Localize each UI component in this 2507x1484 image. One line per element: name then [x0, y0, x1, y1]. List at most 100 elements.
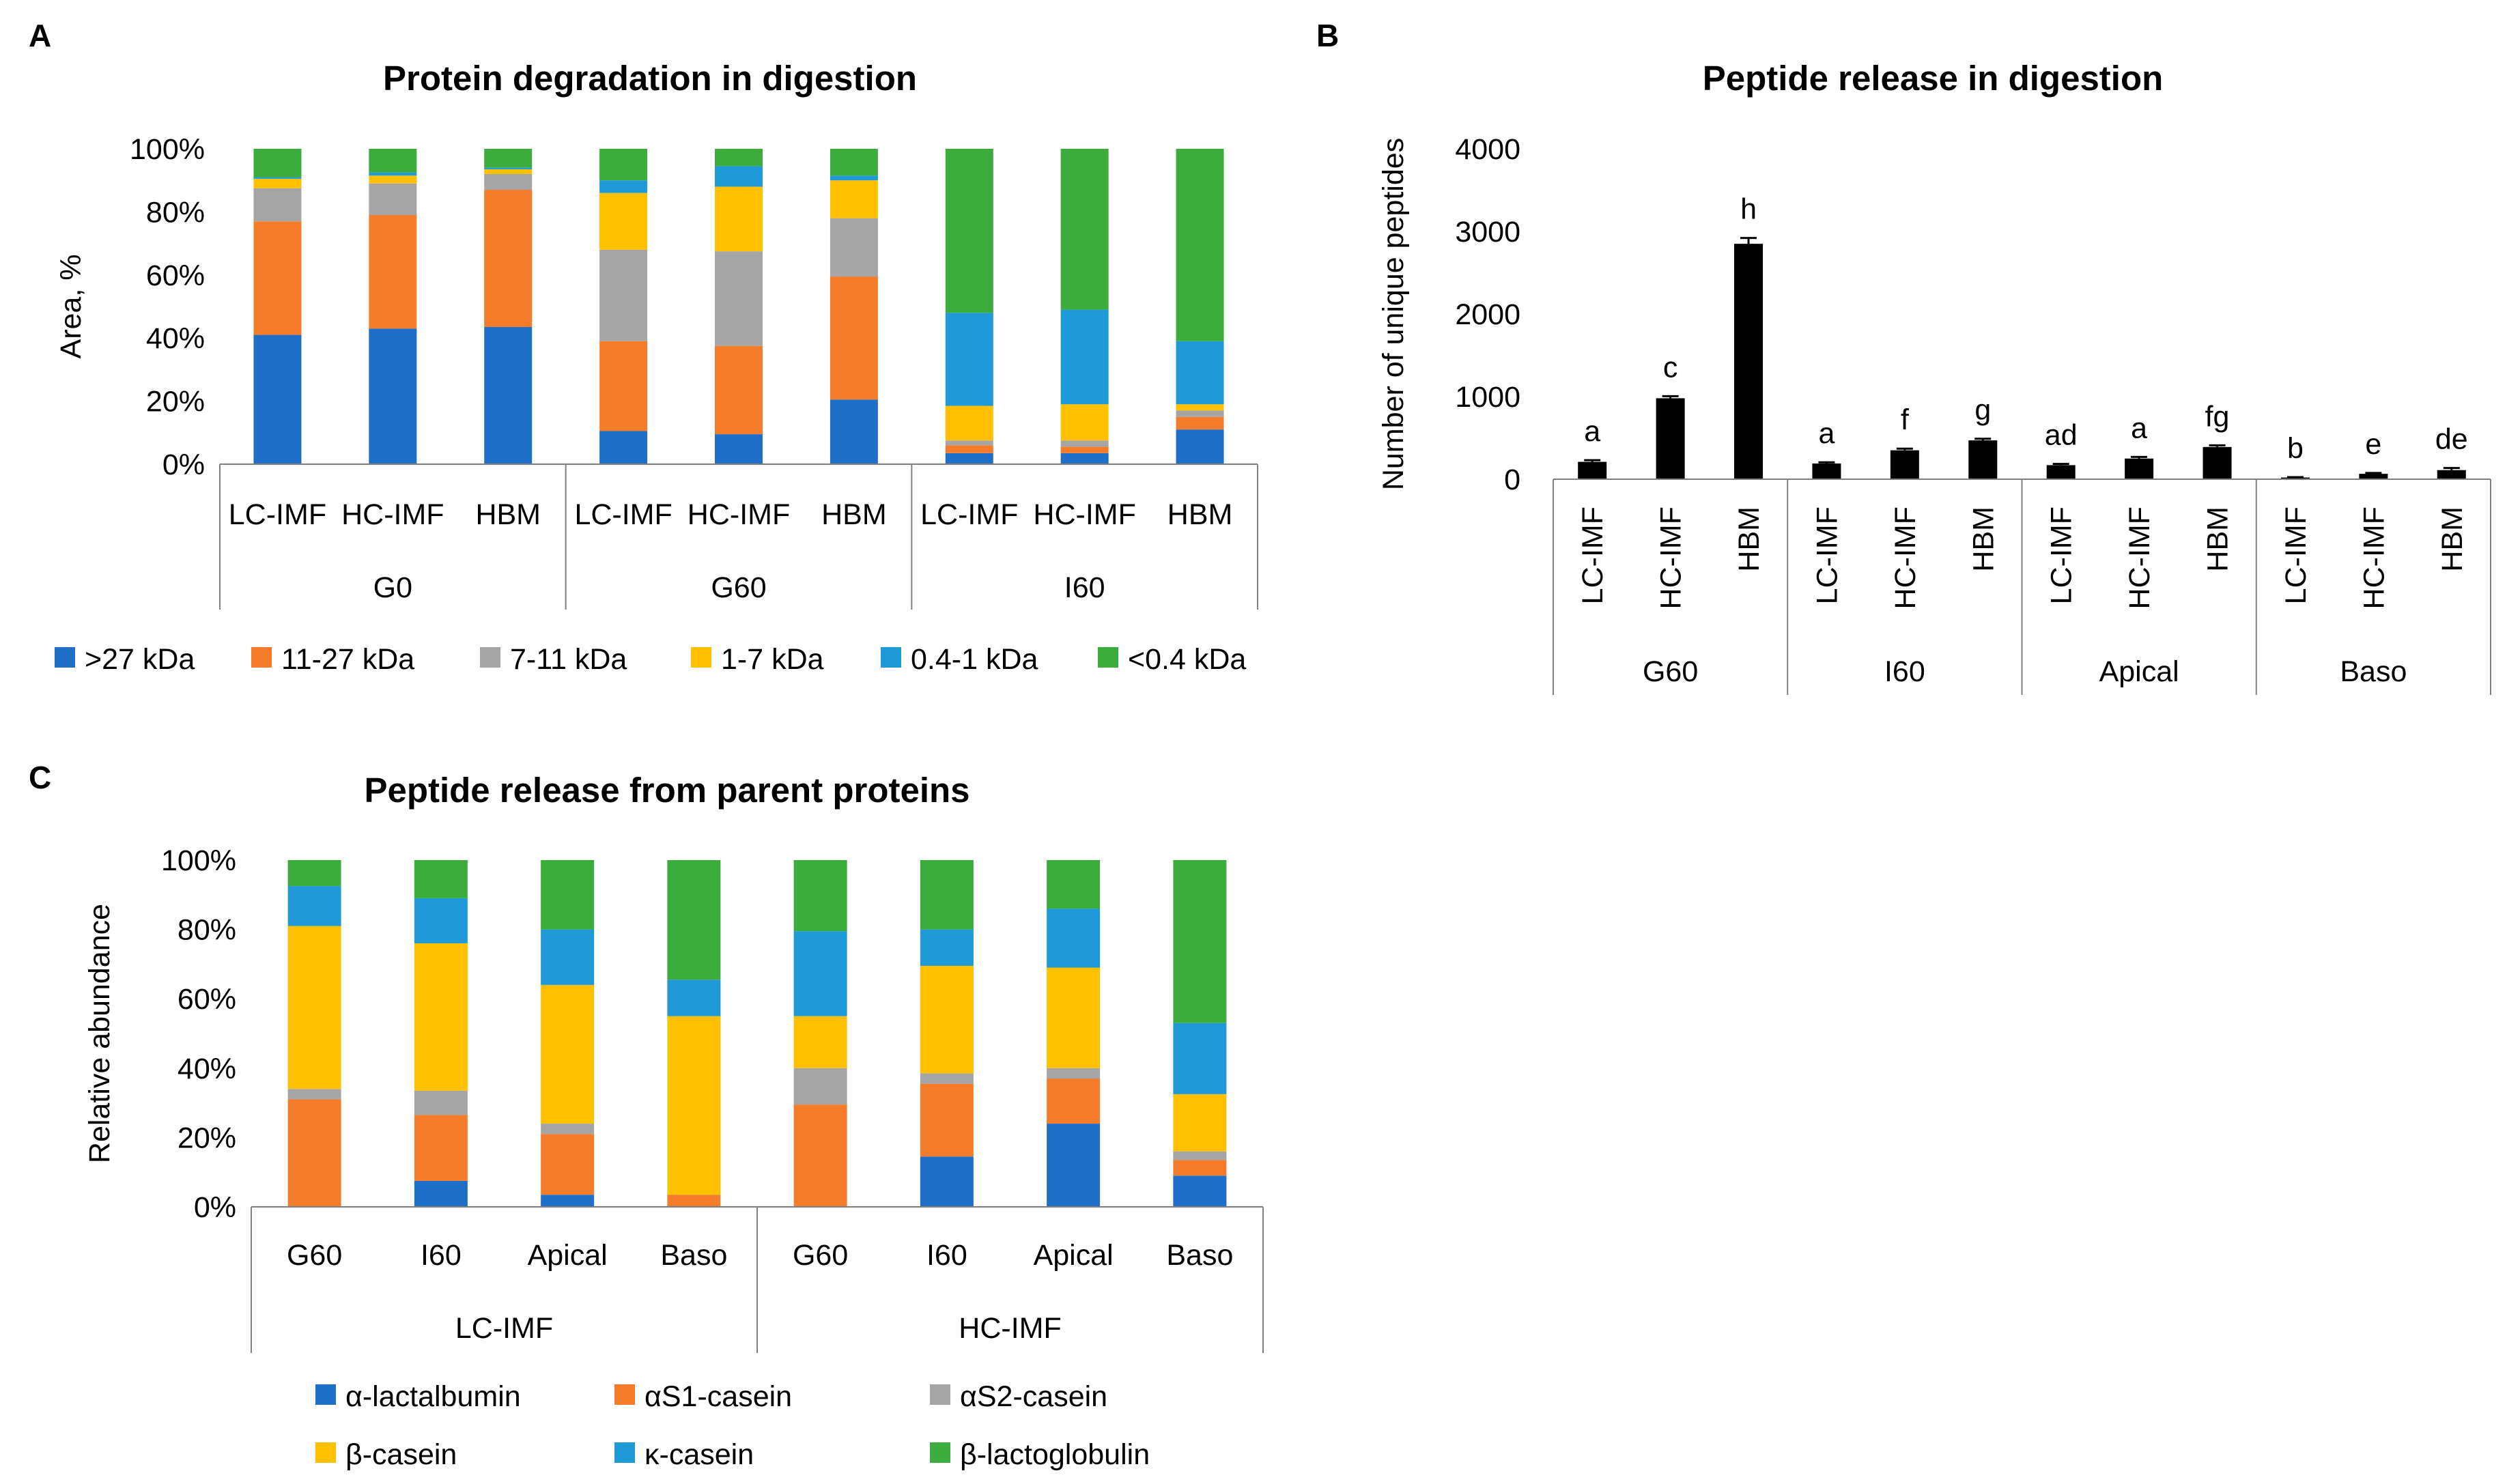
- panel-c-bar-7-casein-3: [1173, 1094, 1227, 1152]
- panel-a-group-label-0: G0: [373, 571, 412, 604]
- panel-a-bar-0-04kDa-5: [253, 149, 302, 177]
- panel-a-bar-8-17kDa-3: [1176, 404, 1224, 411]
- panel-b-group-label-0: G60: [1643, 655, 1698, 688]
- panel-a-bar-4-041kDa-4: [715, 166, 763, 187]
- panel-c-ytick-5: 100%: [161, 844, 236, 877]
- panel-a-legend-swatch-3: [691, 647, 711, 668]
- panel-a-bar-6-17kDa-3: [945, 405, 993, 441]
- panel-b-ytick-0: 0: [1504, 463, 1520, 496]
- panel-c-bar-7-casein-4: [1173, 1023, 1227, 1094]
- panel-c-bar-1-lactalbumin-0: [414, 1180, 468, 1207]
- panel-a-bar-3-27kDa-0: [599, 431, 648, 464]
- panel-a-bar-6-041kDa-4: [945, 313, 993, 406]
- panel-b-xtick-11: HBM: [2436, 506, 2469, 572]
- panel-a-xtick-7: HC-IMF: [1033, 498, 1135, 531]
- panel-c-xtick-0: G60: [287, 1239, 342, 1272]
- panel-c-bar-3-casein-4: [667, 980, 721, 1016]
- panel-a-xtick-0: LC-IMF: [229, 498, 326, 531]
- panel-a-bar-8-04kDa-5: [1176, 149, 1224, 341]
- panel-c-legend-swatch-5: [930, 1442, 950, 1463]
- panel-c-bar-6-S1casein-1: [1047, 1079, 1101, 1124]
- panel-a-ytick-2: 40%: [146, 322, 205, 355]
- panel-b-sig-letter-3: a: [1818, 417, 1835, 450]
- panel-b-sig-letter-8: fg: [2205, 400, 2230, 433]
- panel-c-bar-4-casein-4: [793, 931, 847, 1016]
- panel-b-bar-11: [2437, 470, 2466, 479]
- panel-a-bar-2-17kDa-3: [484, 169, 533, 174]
- panel-a-bar-7-04kDa-5: [1060, 149, 1109, 310]
- panel-a-ytick-5: 100%: [130, 133, 205, 166]
- panel-c-bar-7-lactalbumin-0: [1173, 1175, 1227, 1207]
- panel-c-bar-3-lactoglobulin-5: [667, 860, 721, 980]
- panel-b-xtick-4: HC-IMF: [1889, 506, 1922, 609]
- panel-letter-c: C: [29, 760, 51, 795]
- panel-a-bar-0-27kDa-0: [253, 334, 302, 464]
- panel-c-bar-0-S2casein-2: [287, 1089, 341, 1100]
- panel-a-legend-swatch-5: [1098, 647, 1118, 668]
- panel-c-bar-7-S2casein-2: [1173, 1151, 1227, 1160]
- panel-c-bar-2-lactalbumin-0: [541, 1195, 595, 1207]
- panel-a-bar-1-041kDa-4: [369, 172, 417, 176]
- panel-b-sig-letter-5: g: [1974, 394, 1991, 427]
- panel-c-bar-5-lactalbumin-0: [920, 1156, 974, 1207]
- panel-b-sig-letter-7: a: [2131, 412, 2147, 444]
- panel-c-bar-5-S2casein-2: [920, 1073, 974, 1084]
- panel-b-sig-letter-0: a: [1584, 415, 1600, 448]
- panel-c-bar-6-casein-3: [1047, 967, 1101, 1068]
- panel-a-legend-label-3: 1-7 kDa: [721, 643, 824, 676]
- panel-c-bar-5-S1casein-1: [920, 1083, 974, 1157]
- panel-c-ytick-4: 80%: [178, 914, 236, 947]
- panel-c-bar-1-S1casein-1: [414, 1115, 468, 1181]
- panel-c-bar-1-lactoglobulin-5: [414, 860, 468, 898]
- panel-a-bar-2-711kDa-2: [484, 173, 533, 190]
- panel-a-bar-5-27kDa-0: [830, 399, 878, 464]
- panel-a-group-label-1: G60: [711, 571, 766, 604]
- panel-c-bar-1-casein-3: [414, 943, 468, 1091]
- panel-c-bar-0-casein-3: [287, 926, 341, 1089]
- panel-c-bar-0-S1casein-1: [287, 1099, 341, 1207]
- panel-b-xtick-0: LC-IMF: [1576, 506, 1609, 604]
- panel-a-bar-8-27kDa-0: [1176, 429, 1224, 464]
- panel-b-xtick-3: LC-IMF: [1811, 506, 1843, 604]
- panel-a-bar-6-711kDa-2: [945, 440, 993, 446]
- panel-a-xtick-4: HC-IMF: [688, 498, 790, 531]
- panel-a-legend-label-4: 0.4-1 kDa: [911, 643, 1038, 676]
- panel-b-bar-10: [2359, 474, 2388, 479]
- panel-b-sig-letter-9: b: [2287, 432, 2304, 465]
- panel-c-bar-2-casein-3: [541, 984, 595, 1124]
- panel-a-ytick-0: 0%: [162, 448, 205, 481]
- panel-c-bar-7-S1casein-1: [1173, 1160, 1227, 1176]
- panel-b-y-axis-title: Number of unique peptides: [1377, 138, 1410, 490]
- panel-b-bar-9: [2280, 477, 2310, 479]
- panel-c-bar-4-lactoglobulin-5: [793, 860, 847, 932]
- panel-c-xtick-1: I60: [421, 1239, 462, 1272]
- panel-a-bar-7-711kDa-2: [1060, 440, 1109, 447]
- panel-c-legend-label-0: α-lactalbumin: [345, 1380, 521, 1413]
- panel-a-group-label-2: I60: [1064, 571, 1105, 604]
- panel-a-bar-1-711kDa-2: [369, 183, 417, 216]
- panel-c-bar-6-lactalbumin-0: [1047, 1124, 1101, 1207]
- panel-a-bar-7-17kDa-3: [1060, 404, 1109, 441]
- panel-b-bar-1: [1656, 398, 1685, 479]
- panel-a-xtick-3: LC-IMF: [574, 498, 672, 531]
- panel-a-bar-2-04kDa-5: [484, 149, 533, 168]
- panel-c-xtick-4: G60: [793, 1239, 848, 1272]
- panel-a-ytick-1: 20%: [146, 386, 205, 418]
- panel-a-bar-6-27kDa-0: [945, 453, 993, 464]
- panel-a-bar-5-1127kDa-1: [830, 276, 878, 400]
- panel-c-xtick-3: Baso: [660, 1239, 727, 1272]
- panel-c-bar-2-casein-4: [541, 929, 595, 985]
- panel-b-xtick-7: HC-IMF: [2123, 506, 2156, 609]
- panel-c-bar-2-S1casein-1: [541, 1134, 595, 1195]
- panel-a-bar-5-041kDa-4: [830, 175, 878, 181]
- panel-a-bar-0-1127kDa-1: [253, 221, 302, 335]
- panel-a-bar-0-041kDa-4: [253, 177, 302, 179]
- panel-c-ytick-1: 20%: [178, 1122, 236, 1154]
- panel-b-bar-5: [1968, 440, 1998, 479]
- panel-letter-b: B: [1316, 18, 1339, 53]
- panel-b-sig-letter-2: h: [1740, 193, 1757, 226]
- panel-b-xtick-1: HC-IMF: [1655, 506, 1688, 609]
- panel-c-y-axis-title: Relative abundance: [83, 904, 116, 1163]
- panel-a-chart: 0% 20% 40% 60% 80% 100% Area, % LC-IMF HC-IMF HBM…: [55, 133, 1258, 676]
- panel-b-title: Peptide release in digestion: [1703, 59, 2164, 98]
